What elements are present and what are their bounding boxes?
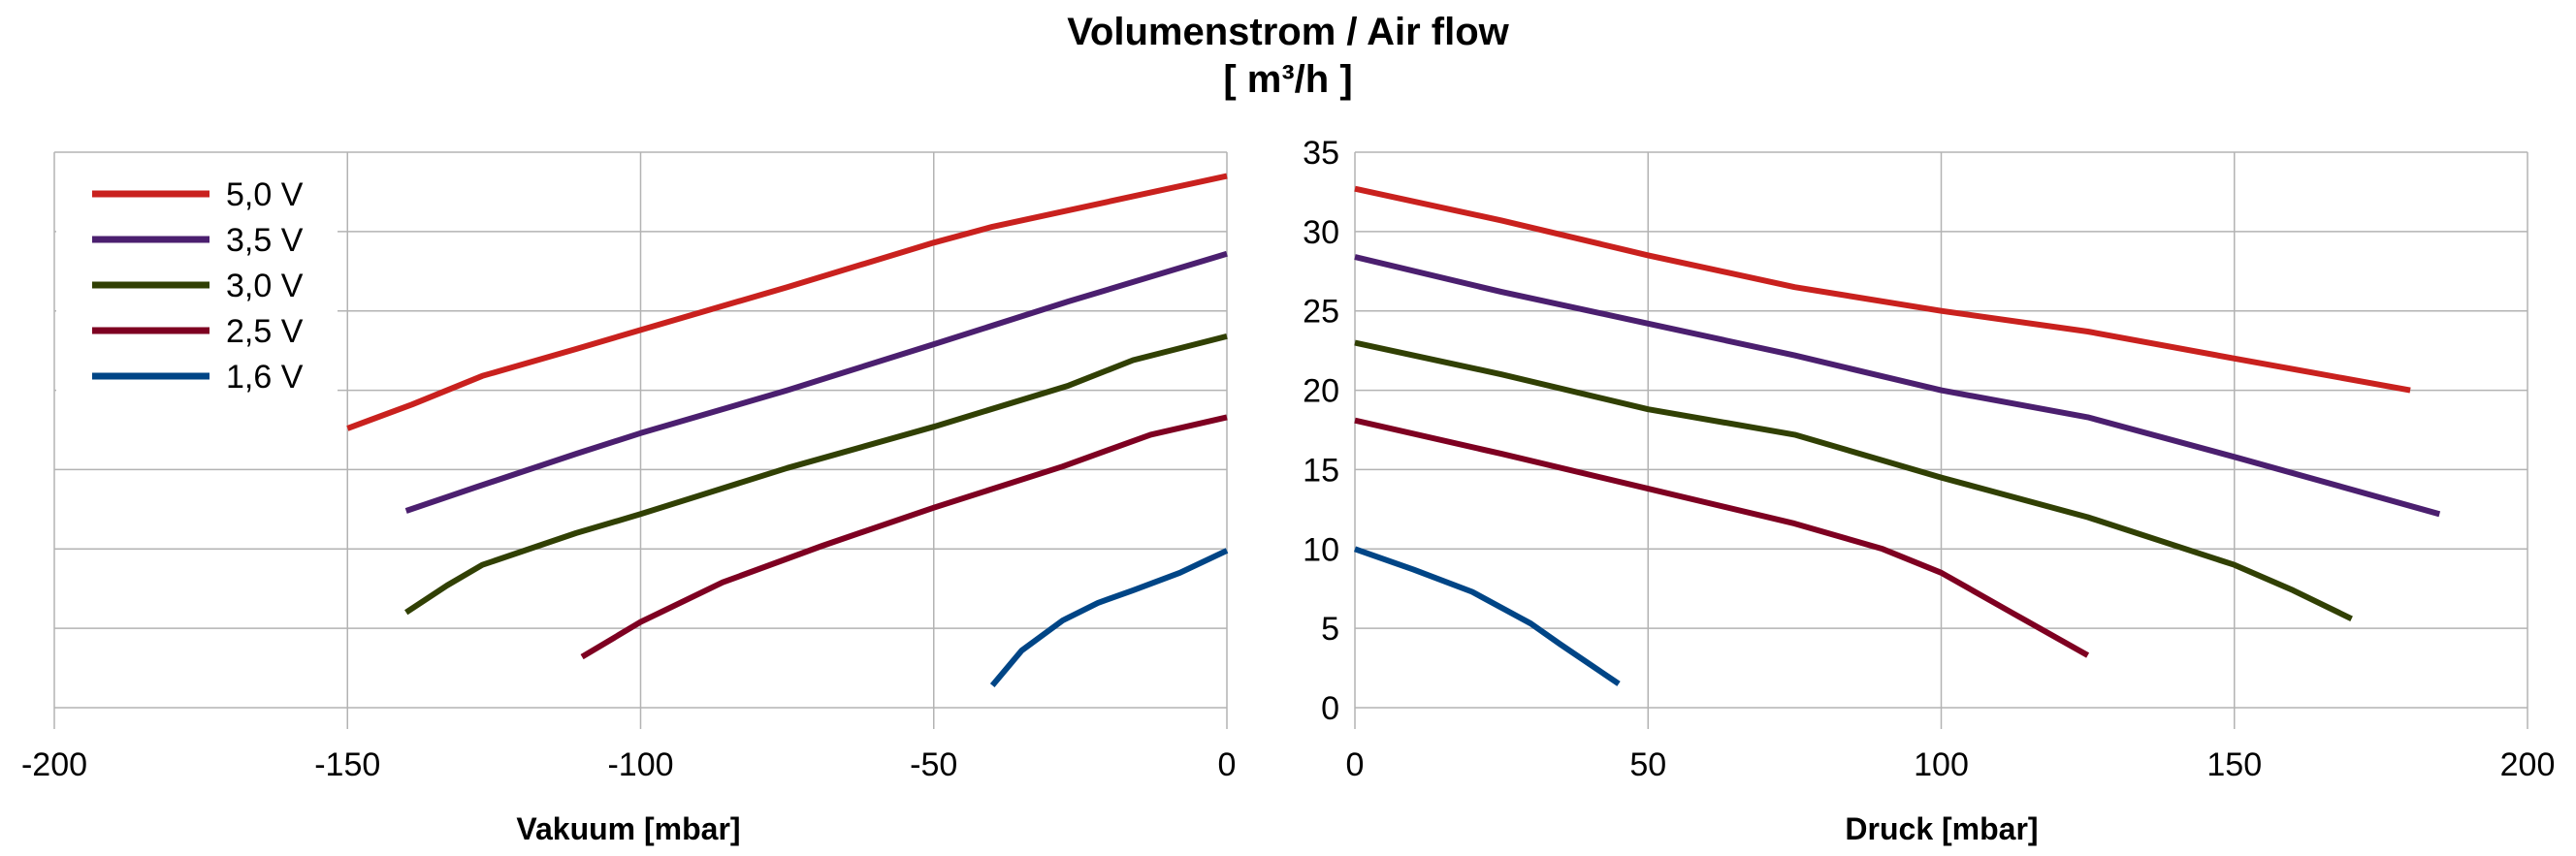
x-tick-label: 50 [1629,746,1666,783]
legend: 5,0 V 3,5 V 3,0 V 2,5 V 1,6 V [92,176,304,396]
legend-label: 3,5 V [226,222,304,259]
y-tick-label: 30 [1303,214,1339,251]
legend-label: 5,0 V [226,176,304,213]
y-tick-label: 10 [1303,531,1339,568]
x-tick-label: 0 [1346,746,1365,783]
x-axis-title-vacuum: Vakuum [mbar] [516,811,740,846]
series-line-pressure-16 [1354,546,1621,686]
series-line-vacuum-16 [989,548,1229,688]
legend-label: 3,0 V [226,268,304,304]
y-tick-label: 0 [1321,690,1339,727]
chart-title: Volumenstrom / Air flow [1067,11,1509,53]
series-line-pressure-35 [1354,254,2441,518]
series-line-pressure-50 [1354,185,2411,394]
y-tick-label: 20 [1303,373,1339,410]
series-line-vacuum-30 [404,333,1228,616]
y-tick-label: 25 [1303,294,1339,331]
x-tick-label: -150 [314,746,380,783]
series-line-pressure-30 [1354,339,2353,621]
series-line-vacuum-25 [580,414,1228,660]
x-tick-label: 100 [1914,746,1969,783]
legend-label: 2,5 V [226,313,304,350]
series-line-pressure-25 [1354,417,2090,658]
x-tick-label: -50 [910,746,957,783]
x-tick-label: 0 [1218,746,1237,783]
y-tick-label: 35 [1303,135,1339,172]
series-line-vacuum-35 [404,250,1228,514]
chart-subtitle: [ m³/h ] [1223,58,1352,101]
y-tick-label: 15 [1303,452,1339,489]
panel-vacuum: -200 -150 -100 -50 0 [21,151,1237,783]
x-tick-label: -100 [607,746,673,783]
x-axis-title-pressure: Druck [mbar] [1845,811,2038,846]
x-tick-label: 150 [2206,746,2262,783]
x-tick-label: -200 [21,746,87,783]
legend-label: 1,6 V [226,359,304,396]
panel-pressure: 0 5 10 15 20 25 30 35 0 50 100 150 200 [1303,135,2555,783]
y-tick-label: 5 [1321,611,1339,648]
x-tick-label: 200 [2500,746,2556,783]
series-line-vacuum-50 [346,173,1228,431]
